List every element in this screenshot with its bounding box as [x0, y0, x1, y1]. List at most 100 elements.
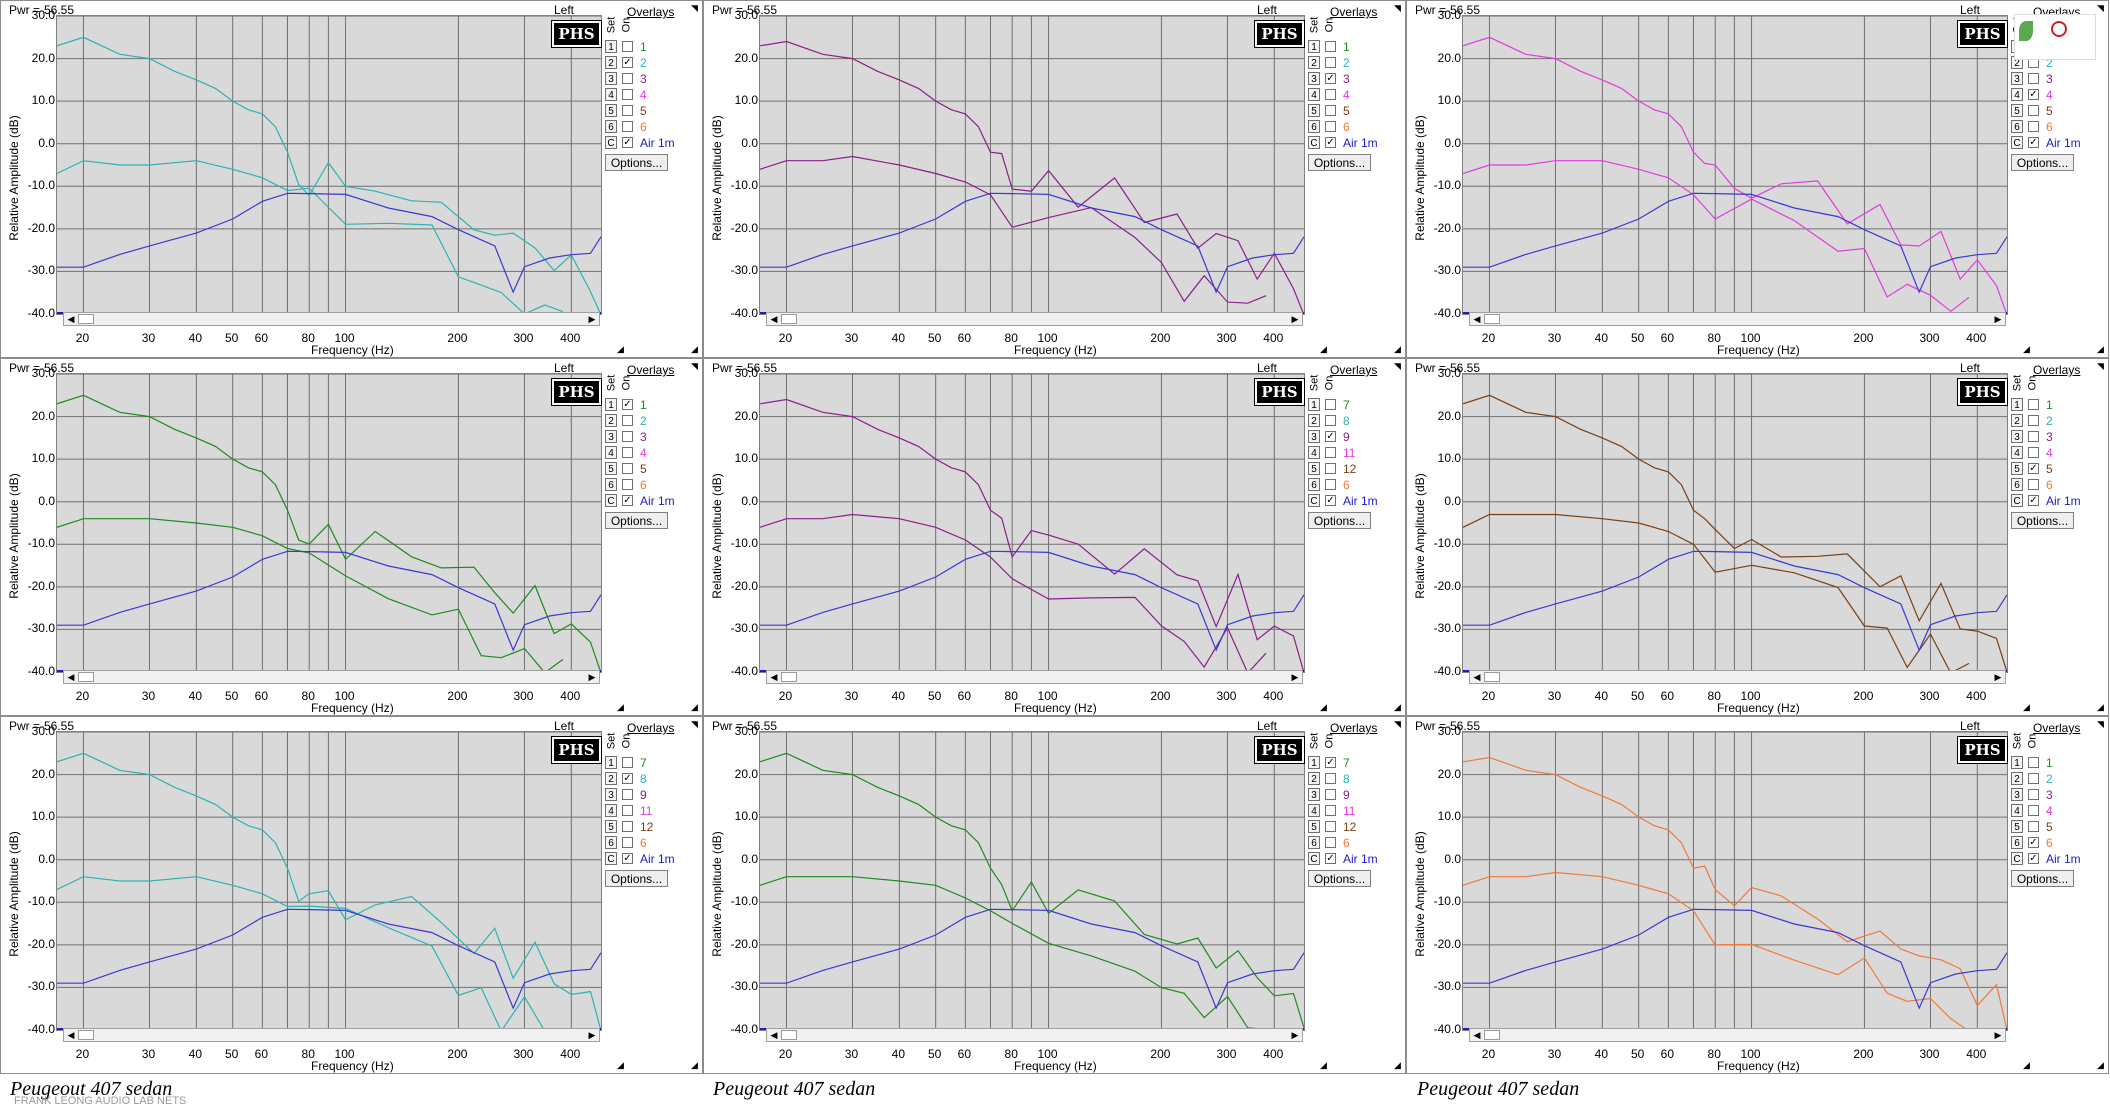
overlay-set-button[interactable]: 5 [605, 820, 617, 833]
resize-grip-icon[interactable]: ◥ [2097, 719, 2104, 729]
overlay-set-button[interactable]: 5 [1308, 104, 1320, 117]
horizontal-scrollbar[interactable]: ◀ ▶ [63, 312, 600, 326]
overlay-set-button[interactable]: 4 [1308, 446, 1320, 459]
overlay-set-button[interactable]: 6 [1308, 478, 1320, 491]
resize-grip-icon[interactable]: ◥ [1394, 3, 1401, 13]
overlay-checkbox[interactable] [622, 805, 633, 816]
overlay-set-button[interactable]: 3 [2011, 788, 2023, 801]
resize-grip-icon[interactable]: ◥ [1394, 719, 1401, 729]
overlay-checkbox[interactable] [2028, 757, 2039, 768]
resize-grip-icon[interactable]: ◥ [2097, 361, 2104, 371]
overlay-checkbox[interactable] [622, 431, 633, 442]
resize-grip-icon[interactable]: ◢ [2023, 1060, 2030, 1070]
scroll-left-icon[interactable]: ◀ [67, 672, 75, 682]
resize-grip-icon[interactable]: ◢ [691, 344, 698, 354]
overlay-set-button[interactable]: 5 [2011, 462, 2023, 475]
scroll-left-icon[interactable]: ◀ [770, 672, 778, 682]
overlay-set-button[interactable]: 5 [605, 104, 617, 117]
overlay-set-button[interactable]: 2 [1308, 414, 1320, 427]
overlay-checkbox[interactable] [1325, 821, 1336, 832]
overlay-checkbox[interactable] [622, 89, 633, 100]
overlay-checkbox[interactable] [622, 415, 633, 426]
overlay-set-button[interactable]: 5 [1308, 462, 1320, 475]
overlay-set-button[interactable]: 3 [2011, 72, 2023, 85]
resize-grip-icon[interactable]: ◢ [2023, 344, 2030, 354]
overlay-checkbox[interactable] [1325, 447, 1336, 458]
overlay-set-button[interactable]: 1 [605, 756, 617, 769]
scroll-left-icon[interactable]: ◀ [67, 314, 75, 324]
overlay-set-button[interactable]: 2 [605, 56, 617, 69]
horizontal-scrollbar[interactable]: ◀ ▶ [766, 1028, 1303, 1042]
overlay-checkbox[interactable] [2028, 821, 2039, 832]
resize-grip-icon[interactable]: ◢ [1394, 702, 1401, 712]
overlay-set-button[interactable]: 4 [2011, 804, 2023, 817]
overlay-set-button[interactable]: 6 [2011, 478, 2023, 491]
overlay-set-button[interactable]: 4 [2011, 88, 2023, 101]
overlay-checkbox[interactable] [622, 41, 633, 52]
overlay-checkbox[interactable] [2028, 73, 2039, 84]
overlay-checkbox[interactable]: ✓ [622, 399, 633, 410]
resize-grip-icon[interactable]: ◢ [2097, 1060, 2104, 1070]
resize-grip-icon[interactable]: ◢ [1394, 1060, 1401, 1070]
overlay-set-button[interactable]: 2 [605, 772, 617, 785]
overlay-checkbox[interactable] [2028, 805, 2039, 816]
overlay-set-button[interactable]: 3 [605, 788, 617, 801]
resize-grip-icon[interactable]: ◥ [2097, 3, 2104, 13]
overlay-set-button[interactable]: 3 [605, 72, 617, 85]
scroll-left-icon[interactable]: ◀ [770, 314, 778, 324]
horizontal-scrollbar[interactable]: ◀ ▶ [1469, 1028, 2006, 1042]
resize-grip-icon[interactable]: ◢ [617, 1060, 624, 1070]
resize-grip-icon[interactable]: ◢ [1394, 344, 1401, 354]
overlay-set-button[interactable]: 6 [1308, 836, 1320, 849]
overlay-checkbox[interactable]: ✓ [1325, 431, 1336, 442]
overlay-set-button[interactable]: 2 [605, 414, 617, 427]
overlay-set-button[interactable]: 2 [2011, 772, 2023, 785]
overlay-checkbox[interactable] [1325, 463, 1336, 474]
overlay-checkbox[interactable] [1325, 479, 1336, 490]
scroll-left-icon[interactable]: ◀ [770, 1030, 778, 1040]
resize-grip-icon[interactable]: ◢ [2023, 702, 2030, 712]
overlay-checkbox[interactable]: ✓ [2028, 853, 2039, 864]
overlay-set-button[interactable]: 4 [1308, 804, 1320, 817]
overlay-set-button[interactable]: 6 [605, 120, 617, 133]
overlay-checkbox[interactable] [622, 837, 633, 848]
resize-grip-icon[interactable]: ◥ [691, 719, 698, 729]
overlay-checkbox[interactable] [622, 757, 633, 768]
overlay-set-button[interactable]: 1 [1308, 40, 1320, 53]
overlay-checkbox[interactable] [622, 479, 633, 490]
options-button[interactable]: Options... [2011, 870, 2074, 887]
overlay-set-button[interactable]: 1 [1308, 756, 1320, 769]
overlay-set-button[interactable]: 2 [2011, 414, 2023, 427]
scroll-right-icon[interactable]: ▶ [1994, 1030, 2002, 1040]
overlay-set-button[interactable]: 6 [2011, 120, 2023, 133]
overlay-checkbox[interactable] [1325, 415, 1336, 426]
overlay-checkbox[interactable] [2028, 399, 2039, 410]
overlay-set-button[interactable]: 4 [1308, 88, 1320, 101]
overlay-checkbox[interactable]: ✓ [2028, 463, 2039, 474]
overlay-checkbox[interactable] [2028, 479, 2039, 490]
overlay-checkbox[interactable] [1325, 805, 1336, 816]
scroll-left-icon[interactable]: ◀ [1473, 672, 1481, 682]
overlay-checkbox[interactable] [1325, 105, 1336, 116]
scroll-thumb[interactable] [78, 314, 94, 324]
overlay-set-button[interactable]: C [605, 136, 617, 149]
overlay-set-button[interactable]: 1 [1308, 398, 1320, 411]
scroll-right-icon[interactable]: ▶ [588, 314, 596, 324]
overlay-set-button[interactable]: 1 [605, 398, 617, 411]
scroll-thumb[interactable] [78, 1030, 94, 1040]
scroll-thumb[interactable] [781, 1030, 797, 1040]
overlay-set-button[interactable]: 3 [1308, 430, 1320, 443]
resize-grip-icon[interactable]: ◢ [1320, 344, 1327, 354]
overlay-checkbox[interactable] [2028, 447, 2039, 458]
scroll-thumb[interactable] [1484, 1030, 1500, 1040]
overlay-checkbox[interactable] [1325, 57, 1336, 68]
overlay-set-button[interactable]: C [605, 852, 617, 865]
options-button[interactable]: Options... [1308, 870, 1371, 887]
scroll-right-icon[interactable]: ▶ [1994, 314, 2002, 324]
overlay-set-button[interactable]: 3 [1308, 72, 1320, 85]
scroll-right-icon[interactable]: ▶ [1291, 1030, 1299, 1040]
overlay-set-button[interactable]: 4 [605, 446, 617, 459]
overlay-checkbox[interactable] [622, 821, 633, 832]
overlay-set-button[interactable]: 6 [605, 478, 617, 491]
resize-grip-icon[interactable]: ◢ [691, 702, 698, 712]
